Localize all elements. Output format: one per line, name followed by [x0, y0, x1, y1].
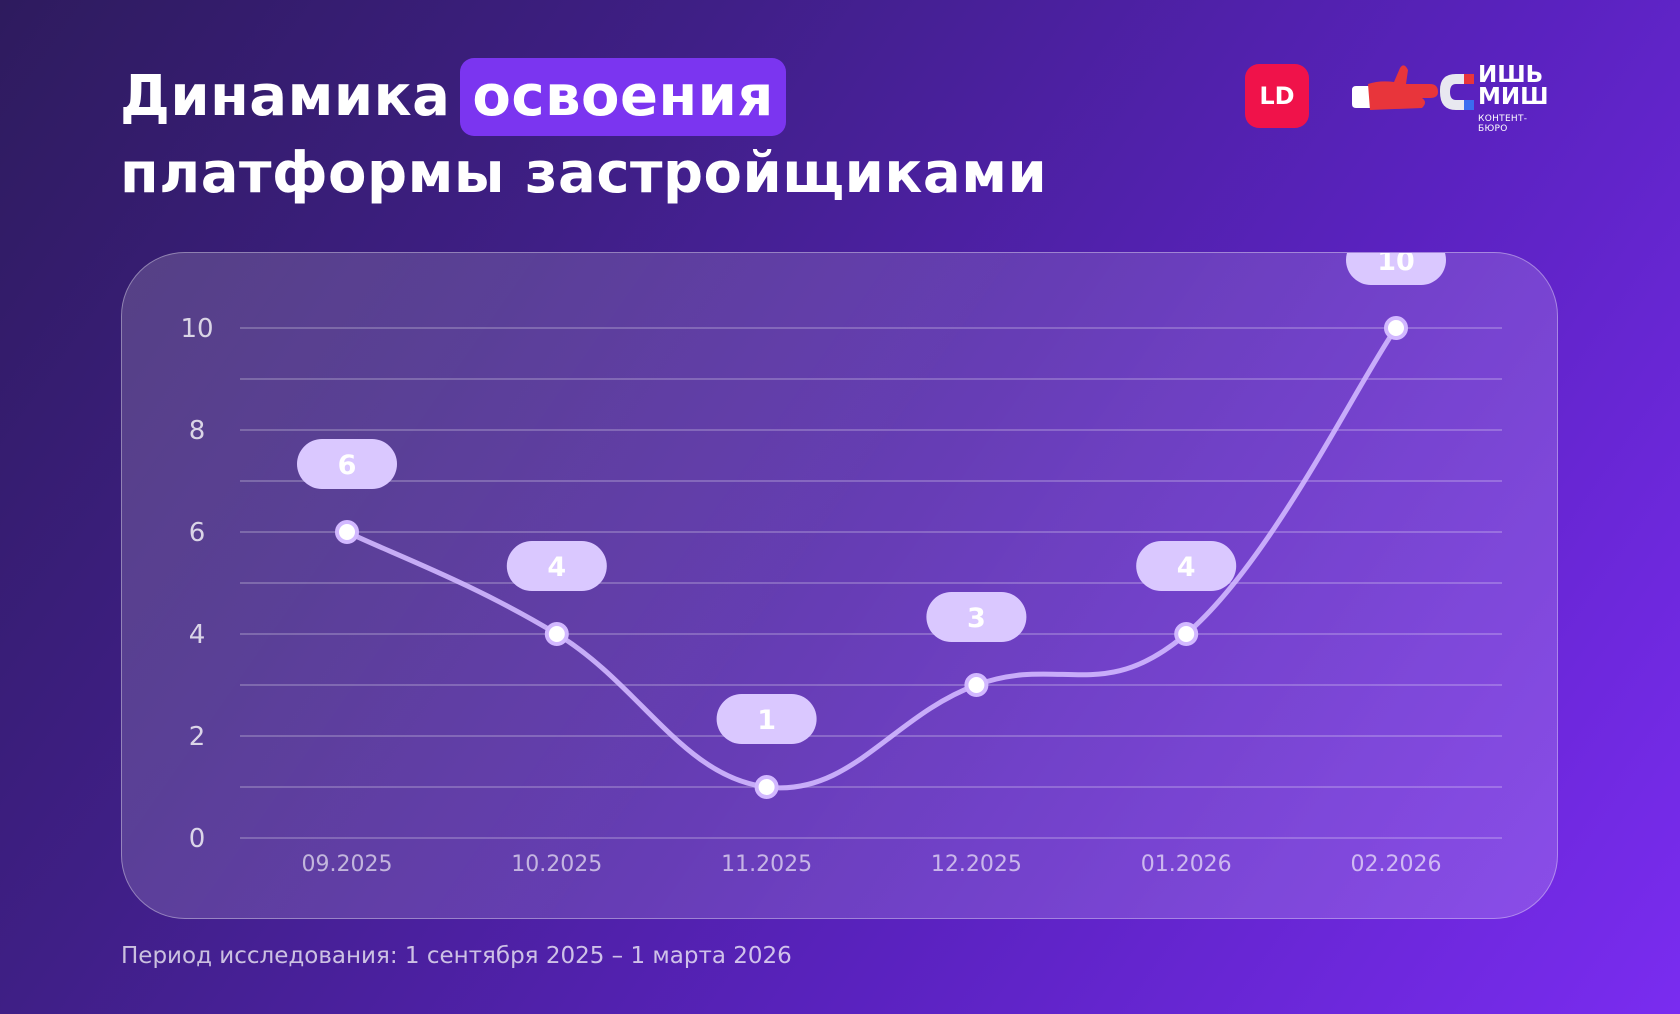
y-tick-label: 2 — [189, 722, 206, 752]
data-label-bg — [1136, 541, 1237, 591]
title-highlight: освоения — [460, 58, 786, 136]
x-tick-label: 10.2025 — [511, 852, 602, 877]
data-label-bg — [1346, 253, 1446, 285]
data-label: 3 — [967, 603, 986, 634]
series-line — [344, 325, 1399, 791]
study-period: Период исследования: 1 сентября 2025 – 1… — [121, 943, 792, 969]
x-tick-label: 12.2025 — [931, 852, 1022, 877]
y-tick-label: 4 — [189, 620, 206, 650]
y-tick-label: 10 — [180, 314, 213, 344]
data-point — [754, 775, 779, 799]
line-chart: 0 2 4 6 8 10 09.2025 10.2025 11.2025 12.2025 01.20… — [180, 253, 1502, 877]
x-tick-label: 09.2025 — [302, 852, 393, 877]
title-part1: Динамика — [120, 64, 451, 129]
chart-panel: 0 2 4 6 8 10 09.2025 10.2025 11.2025 12.2025 01.20… — [121, 252, 1558, 919]
data-point — [335, 520, 359, 544]
brand-name: ИШЬ МИШ — [1478, 62, 1549, 110]
data-point — [544, 622, 569, 646]
data-point — [964, 673, 989, 697]
ld-logo-text: LD — [1259, 82, 1295, 110]
hand-magnet-icon — [1352, 65, 1474, 110]
data-label: 4 — [1177, 552, 1196, 583]
data-label-bg — [926, 592, 1027, 642]
x-tick-label: 11.2025 — [721, 852, 812, 877]
data-label: 6 — [338, 450, 357, 481]
data-point — [1384, 316, 1408, 340]
data-label: 4 — [547, 552, 566, 583]
data-label-bg — [297, 439, 397, 489]
page-title: Динамика освоения платформы застройщикам… — [120, 58, 1047, 212]
data-label: 1 — [757, 705, 776, 736]
y-tick-label: 6 — [189, 518, 206, 548]
x-tick-label: 02.2026 — [1351, 852, 1442, 877]
x-tick-label: 01.2026 — [1141, 852, 1232, 877]
logos: LD ИШЬ МИШ КОНТЕНТ-БЮРО — [1245, 62, 1555, 134]
y-tick-label: 0 — [189, 824, 206, 854]
brand-sub: КОНТЕНТ-БЮРО — [1478, 114, 1528, 134]
ish-mish-logo: ИШЬ МИШ КОНТЕНТ-БЮРО — [1350, 62, 1555, 134]
data-point — [1174, 622, 1199, 646]
data-label: 10 — [1377, 253, 1415, 277]
title-line2: платформы застройщиками — [120, 141, 1048, 206]
data-label-bg — [716, 694, 817, 744]
y-tick-label: 8 — [189, 416, 206, 446]
ld-logo: LD — [1245, 64, 1309, 128]
data-label-bg — [506, 541, 607, 591]
